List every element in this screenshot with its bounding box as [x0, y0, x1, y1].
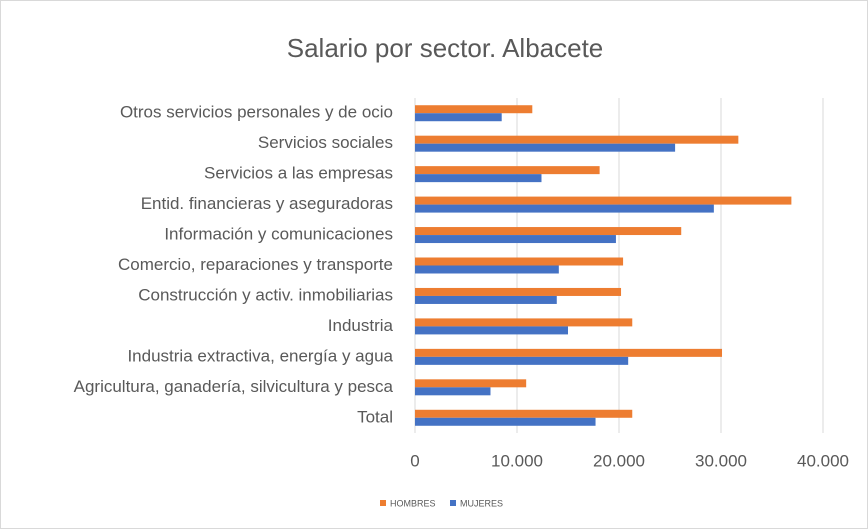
- bar: [415, 174, 542, 183]
- y-tick-label: Servicios a las empresas: [204, 164, 393, 183]
- legend-label: HOMBRES: [390, 498, 436, 508]
- bar: [415, 105, 533, 114]
- chart-title: Salario por sector. Albacete: [287, 33, 604, 63]
- bar: [415, 135, 739, 144]
- y-tick-label: Otros servicios personales y de ocio: [120, 103, 393, 122]
- bar: [415, 257, 624, 266]
- bar: [415, 166, 600, 175]
- y-tick-label: Comercio, reparaciones y transporte: [118, 255, 393, 274]
- y-tick-label: Total: [357, 407, 393, 426]
- y-tick-label: Información y comunicaciones: [164, 225, 393, 244]
- legend-swatch: [380, 500, 386, 506]
- bar: [415, 417, 596, 426]
- x-tick-label: 40.000: [797, 451, 849, 470]
- x-tick-label: 20.000: [593, 451, 645, 470]
- y-tick-label: Construcción y activ. inmobiliarias: [138, 285, 393, 304]
- bar: [415, 387, 491, 396]
- bar: [415, 113, 502, 122]
- x-tick-label: 30.000: [695, 451, 747, 470]
- bar: [415, 295, 557, 304]
- bar: [415, 326, 568, 335]
- bar: [415, 143, 676, 152]
- y-tick-label: Industria: [328, 316, 394, 335]
- bar: [415, 318, 633, 327]
- bar: [415, 265, 559, 274]
- x-tick-label: 10.000: [491, 451, 543, 470]
- bar: [415, 356, 629, 365]
- bar: [415, 287, 622, 296]
- bar: [415, 227, 682, 236]
- y-tick-label: Servicios sociales: [258, 133, 393, 152]
- bar: [415, 348, 723, 357]
- y-tick-label: Industria extractiva, energía y agua: [127, 346, 393, 365]
- bar: [415, 379, 527, 388]
- bar: [415, 235, 616, 244]
- bar: [415, 196, 792, 205]
- y-tick-label: Agricultura, ganadería, silvicultura y p…: [74, 377, 394, 396]
- legend-swatch: [450, 500, 456, 506]
- y-tick-label: Entid. financieras y aseguradoras: [141, 194, 393, 213]
- x-tick-label: 0: [410, 451, 419, 470]
- bar: [415, 409, 633, 418]
- bar: [415, 204, 714, 213]
- legend-label: MUJERES: [460, 498, 503, 508]
